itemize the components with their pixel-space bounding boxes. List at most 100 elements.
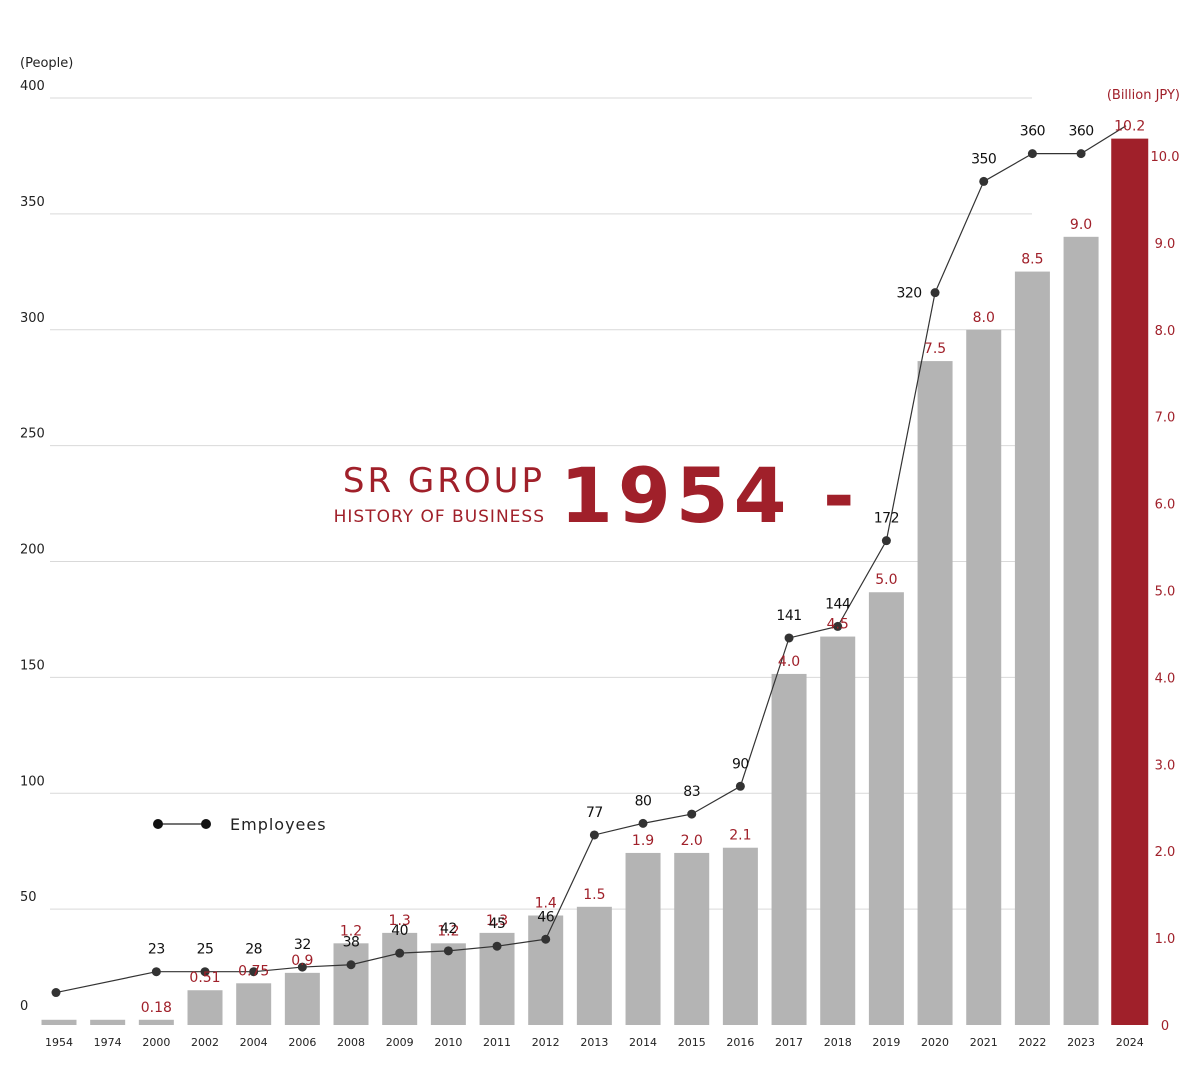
x-tick-label: 2000 xyxy=(142,1036,170,1049)
revenue-label-2015: 2.0 xyxy=(681,833,703,849)
revenue-bar-2020 xyxy=(917,361,953,1026)
employees-point-2019 xyxy=(881,536,891,546)
employees-point-2018 xyxy=(833,621,843,631)
right-tick-label: 5.0 xyxy=(1155,585,1176,600)
chart-title: SR GROUP xyxy=(343,461,545,501)
revenue-bar-2000 xyxy=(138,1019,174,1025)
revenue-bar-2021 xyxy=(966,329,1002,1025)
employees-label-2014: 80 xyxy=(635,793,652,809)
revenue-label-2021: 8.0 xyxy=(973,310,995,326)
employees-label-2002: 25 xyxy=(197,942,214,958)
x-tick-label: 2012 xyxy=(532,1036,560,1049)
right-tick-label: 2.0 xyxy=(1155,845,1176,860)
revenue-label-2004: 0.75 xyxy=(238,963,269,979)
chart-title-year: 1954 - xyxy=(560,451,860,540)
employees-label-2010: 42 xyxy=(440,921,457,937)
employees-point-2022 xyxy=(1027,149,1037,159)
right-tick-label: 4.0 xyxy=(1155,671,1176,686)
revenue-bar-2015 xyxy=(674,852,710,1025)
employees-point-2014 xyxy=(638,818,648,828)
revenue-bar-1974 xyxy=(90,1019,126,1025)
revenue-label-2017: 4.0 xyxy=(778,654,800,670)
employees-point-2000 xyxy=(151,967,161,977)
legend: Employees xyxy=(153,815,327,834)
employees-point-2011 xyxy=(492,941,502,951)
revenue-label-2018: 4.5 xyxy=(827,617,849,633)
employees-point-1954 xyxy=(51,988,61,998)
x-tick-label: 2022 xyxy=(1018,1036,1046,1049)
employees-label-2008: 38 xyxy=(343,935,360,951)
employees-label-2023: 360 xyxy=(1068,124,1093,140)
x-tick-label: 1974 xyxy=(94,1036,122,1049)
revenue-bar-2010 xyxy=(430,943,466,1025)
revenue-label-2023: 9.0 xyxy=(1070,217,1092,233)
revenue-label-2013: 1.5 xyxy=(583,887,605,903)
revenue-label-2020: 7.5 xyxy=(924,341,946,357)
employees-point-2013 xyxy=(589,830,599,840)
revenue-bar-2017 xyxy=(771,673,807,1025)
left-tick-label: 300 xyxy=(20,311,45,326)
axes: 0 50 100 150 200 250 300 350 400 0 1.0 2.0 3.0 4.0 5.0… xyxy=(20,79,1179,1049)
x-tick-label: 2006 xyxy=(288,1036,316,1049)
employees-point-2002 xyxy=(200,967,210,977)
employees-point-2021 xyxy=(979,176,989,186)
right-tick-label: 6.0 xyxy=(1155,498,1176,513)
employees-label-2020: 320 xyxy=(896,286,921,302)
revenue-label-2008: 1.2 xyxy=(340,923,362,939)
legend-dot-icon xyxy=(201,819,211,829)
employees-polyline xyxy=(55,122,1131,994)
left-tick-label: 100 xyxy=(20,774,45,789)
left-tick-label: 50 xyxy=(20,890,37,905)
revenue-label-2022: 8.5 xyxy=(1021,252,1043,268)
employees-point-2023 xyxy=(1076,149,1086,159)
employees-label-2011: 45 xyxy=(489,916,506,932)
right-tick-label: 10.0 xyxy=(1151,150,1180,165)
revenue-bar-2019 xyxy=(868,592,904,1025)
right-tick-label: 0 xyxy=(1161,1019,1169,1034)
employees-point-2015 xyxy=(687,809,697,819)
revenue-label-2016: 2.1 xyxy=(729,828,751,844)
left-tick-label: 400 xyxy=(20,79,45,94)
x-tick-label: 2009 xyxy=(386,1036,414,1049)
revenue-bar-2009 xyxy=(382,932,418,1025)
x-tick-label: 2020 xyxy=(921,1036,949,1049)
revenue-bar-2024 xyxy=(1111,138,1149,1025)
chart-subtitle: HISTORY OF BUSINESS xyxy=(334,507,545,527)
x-tick-label: 2021 xyxy=(970,1036,998,1049)
right-tick-label: 7.0 xyxy=(1155,411,1176,426)
revenue-bars xyxy=(41,138,1149,1026)
employees-point-2024 xyxy=(1125,118,1135,128)
x-tick-label: 2024 xyxy=(1116,1036,1144,1049)
revenue-label-2011: 1.3 xyxy=(486,913,508,929)
revenue-label-2006: 0.9 xyxy=(291,953,313,969)
revenue-label-2019: 5.0 xyxy=(875,572,897,588)
revenue-bar-2006 xyxy=(284,972,320,1025)
x-tick-label: 2023 xyxy=(1067,1036,1095,1049)
x-tick-label: 2018 xyxy=(824,1036,852,1049)
employees-point-2004 xyxy=(249,967,259,977)
left-tick-label: 250 xyxy=(20,427,45,442)
chart-title-block: SR GROUP HISTORY OF BUSINESS 1954 - xyxy=(334,451,860,540)
legend-entry-employees: Employees xyxy=(230,815,327,834)
employees-point-2008 xyxy=(346,960,356,970)
employees-point-2009 xyxy=(395,948,405,958)
revenue-bar-2018 xyxy=(820,636,856,1025)
x-tick-label: 2013 xyxy=(580,1036,608,1049)
employees-point-2006 xyxy=(297,962,307,972)
employees-point-2016 xyxy=(735,781,745,791)
legend-dot-icon xyxy=(153,819,163,829)
left-tick-label: 150 xyxy=(20,658,45,673)
employees-point-2017 xyxy=(784,633,794,643)
employees-label-2012: 46 xyxy=(537,909,554,925)
left-tick-label: 200 xyxy=(20,543,45,558)
x-tick-label: 2002 xyxy=(191,1036,219,1049)
employees-label-2006: 32 xyxy=(294,937,311,953)
revenue-label-2024: 10.2 xyxy=(1114,119,1145,135)
x-tick-label: 2019 xyxy=(872,1036,900,1049)
right-tick-label: 9.0 xyxy=(1155,237,1176,252)
revenue-bar-2013 xyxy=(576,906,612,1025)
data-labels: 0.18 0.51 0.75 0.9 1.2 1.3 1.2 1.3 1.4 1.5 1.9 2.0 2… xyxy=(141,93,1146,1015)
employees-point-2012 xyxy=(541,934,551,944)
x-tick-label: 2016 xyxy=(726,1036,754,1049)
